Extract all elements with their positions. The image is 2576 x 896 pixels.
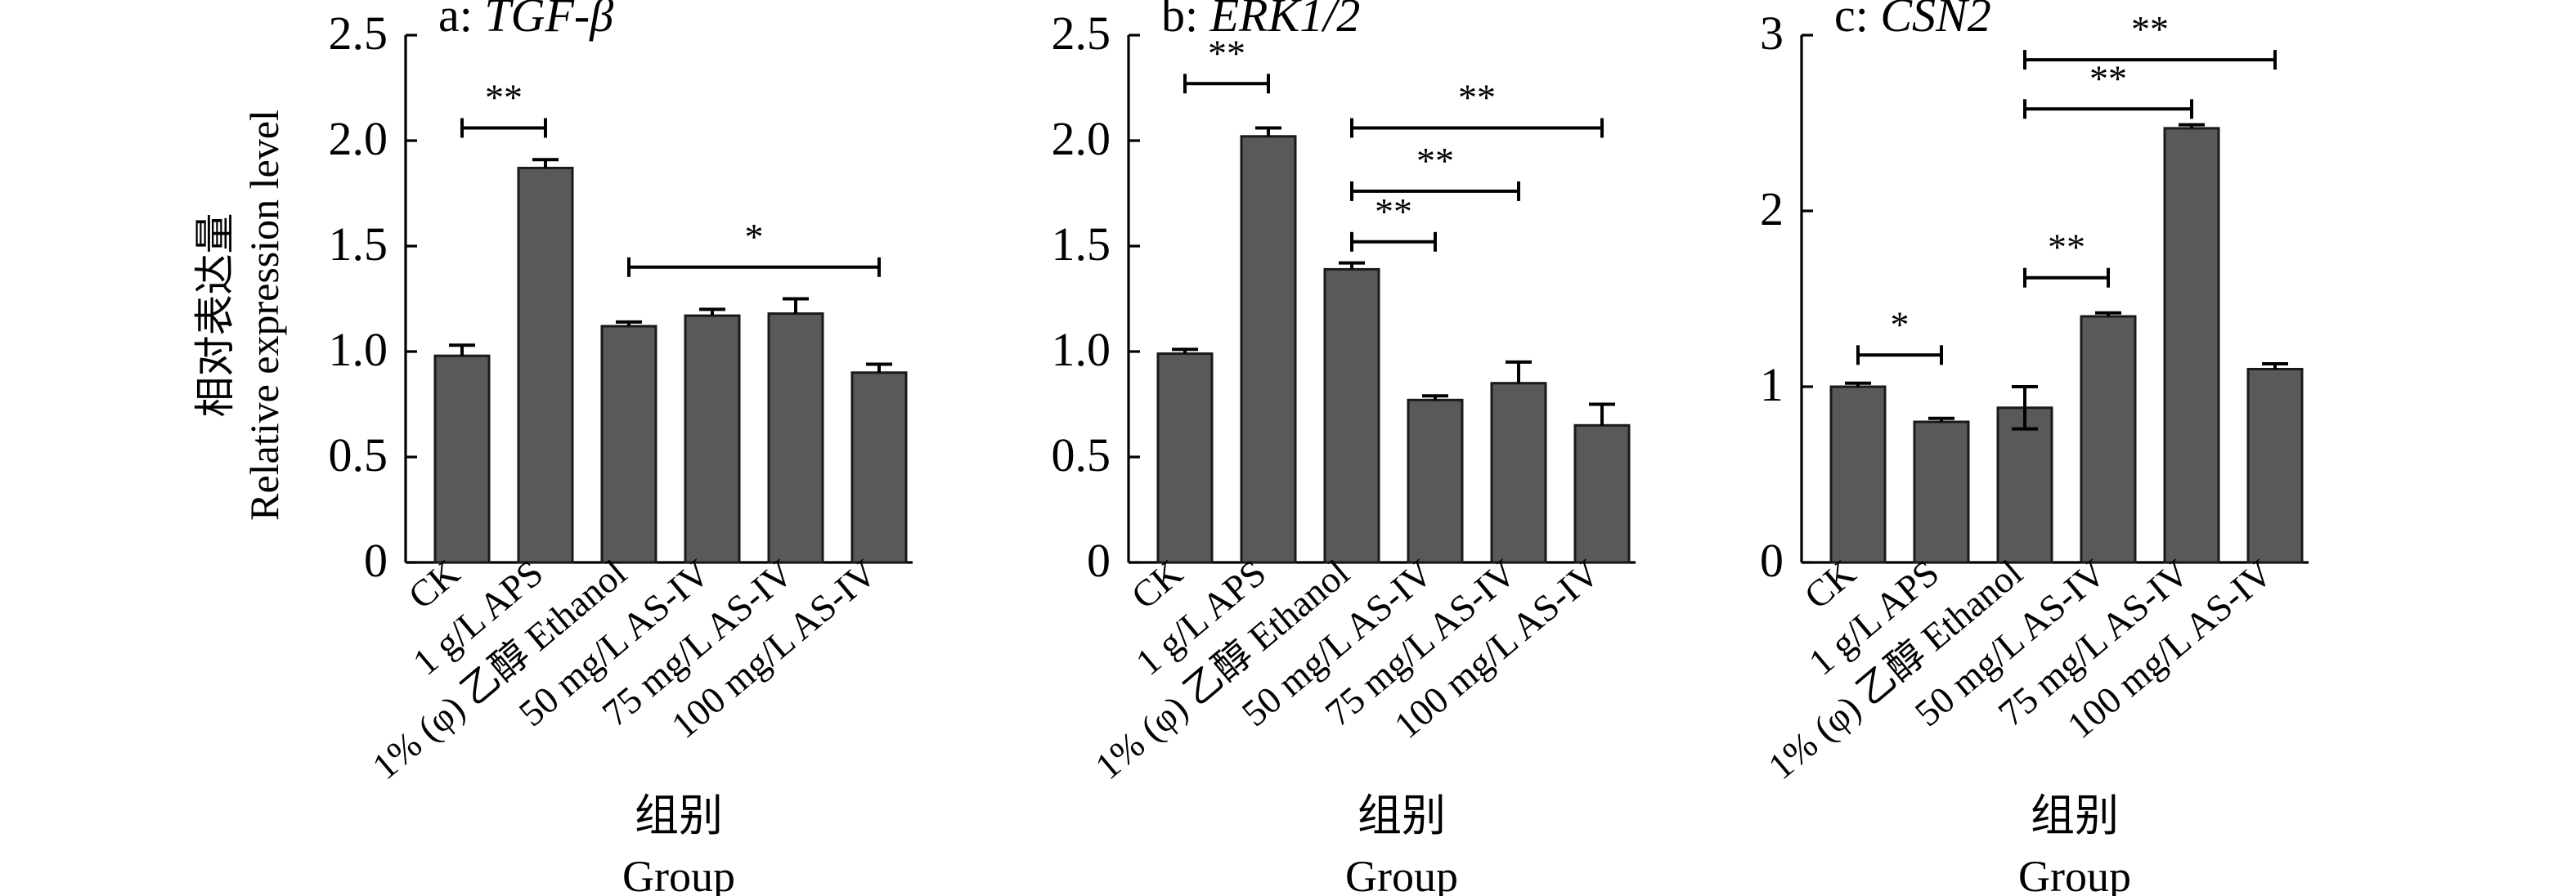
svg-text:Group: Group: [2018, 852, 2131, 896]
svg-text:a: TGF-β: a: TGF-β: [438, 0, 613, 42]
svg-text:*: *: [1891, 303, 1910, 345]
svg-text:**: **: [2048, 226, 2085, 268]
svg-text:**: **: [2131, 8, 2169, 50]
svg-text:组别: 组别: [1358, 791, 1446, 840]
svg-text:**: **: [1416, 140, 1454, 181]
svg-text:0: 0: [364, 534, 388, 587]
svg-text:2.0: 2.0: [1052, 112, 1111, 165]
svg-text:**: **: [1208, 32, 1245, 74]
svg-text:1.5: 1.5: [1052, 217, 1111, 271]
svg-text:**: **: [1375, 190, 1412, 232]
svg-text:相对表达量: 相对表达量: [192, 213, 238, 418]
svg-text:1.5: 1.5: [329, 217, 388, 271]
svg-text:2: 2: [1760, 182, 1784, 235]
svg-text:组别: 组别: [2031, 791, 2119, 840]
svg-text:**: **: [485, 77, 523, 119]
svg-text:**: **: [1458, 77, 1496, 119]
svg-text:0: 0: [1760, 534, 1784, 587]
svg-text:b: ERK1/2: b: ERK1/2: [1161, 0, 1360, 42]
svg-text:0.5: 0.5: [1052, 428, 1111, 482]
svg-text:c: CSN2: c: CSN2: [1834, 0, 1991, 42]
svg-text:3: 3: [1760, 7, 1784, 60]
svg-text:*: *: [745, 216, 764, 258]
svg-text:组别: 组别: [635, 791, 723, 840]
svg-text:2.0: 2.0: [329, 112, 388, 165]
svg-text:1.0: 1.0: [329, 323, 388, 376]
svg-text:0: 0: [1087, 534, 1111, 587]
svg-text:1.0: 1.0: [1052, 323, 1111, 376]
svg-text:0.5: 0.5: [329, 428, 388, 482]
svg-text:2.5: 2.5: [1052, 7, 1111, 60]
svg-text:Group: Group: [622, 852, 735, 896]
svg-text:Group: Group: [1345, 852, 1458, 896]
svg-text:Relative expression level: Relative expression level: [241, 110, 287, 521]
svg-text:**: **: [2089, 57, 2127, 99]
svg-text:2.5: 2.5: [329, 7, 388, 60]
svg-text:1: 1: [1760, 358, 1784, 411]
